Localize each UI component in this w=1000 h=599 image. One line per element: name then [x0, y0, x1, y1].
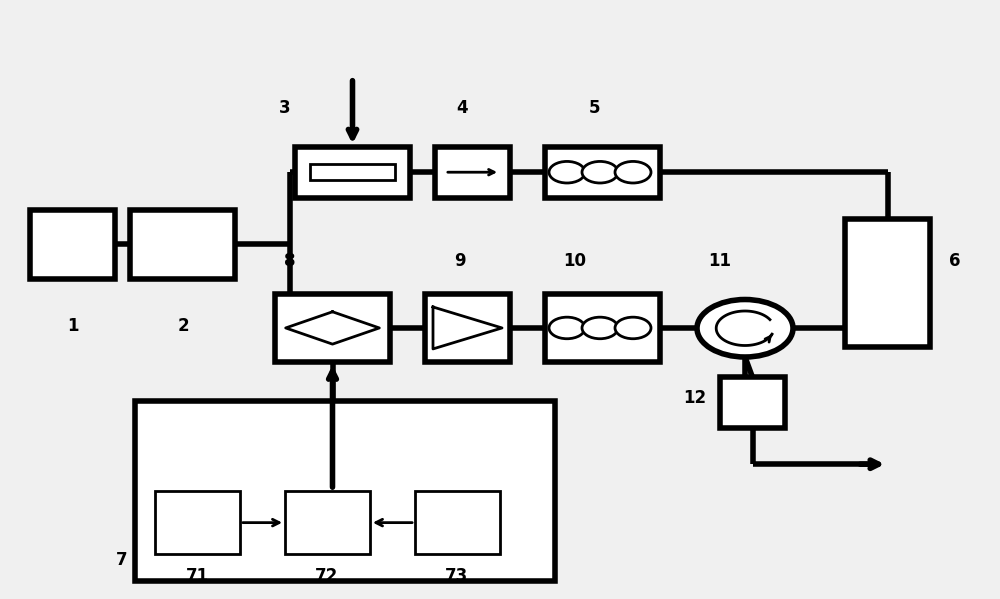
FancyBboxPatch shape — [275, 294, 390, 362]
FancyBboxPatch shape — [30, 210, 115, 279]
Circle shape — [615, 161, 651, 183]
FancyBboxPatch shape — [845, 219, 930, 347]
Text: 6: 6 — [949, 252, 961, 270]
Text: 5: 5 — [589, 99, 601, 117]
FancyBboxPatch shape — [435, 147, 510, 198]
Text: 71: 71 — [185, 567, 209, 585]
FancyBboxPatch shape — [130, 210, 235, 279]
Circle shape — [697, 300, 793, 357]
Text: 3: 3 — [279, 99, 291, 117]
Text: 2: 2 — [177, 317, 189, 335]
Text: 72: 72 — [315, 567, 339, 585]
FancyBboxPatch shape — [415, 491, 500, 554]
FancyBboxPatch shape — [425, 294, 510, 362]
Text: 73: 73 — [445, 567, 469, 585]
Polygon shape — [433, 307, 502, 349]
Text: 4: 4 — [456, 99, 468, 117]
Text: 9: 9 — [454, 252, 466, 270]
FancyBboxPatch shape — [295, 147, 410, 198]
Circle shape — [549, 161, 585, 183]
FancyBboxPatch shape — [545, 147, 660, 198]
FancyBboxPatch shape — [285, 491, 370, 554]
Text: 7: 7 — [116, 551, 128, 569]
Circle shape — [582, 317, 618, 338]
FancyBboxPatch shape — [720, 377, 785, 428]
Circle shape — [615, 317, 651, 338]
Circle shape — [582, 161, 618, 183]
Text: 1: 1 — [67, 317, 79, 335]
FancyBboxPatch shape — [155, 491, 240, 554]
Text: 8: 8 — [284, 252, 296, 270]
Text: 11: 11 — [708, 252, 732, 270]
Circle shape — [549, 317, 585, 338]
FancyBboxPatch shape — [135, 401, 555, 581]
Polygon shape — [286, 311, 379, 344]
FancyBboxPatch shape — [545, 294, 660, 362]
Text: 12: 12 — [683, 389, 707, 407]
FancyBboxPatch shape — [310, 164, 395, 180]
Text: 10: 10 — [564, 252, 586, 270]
